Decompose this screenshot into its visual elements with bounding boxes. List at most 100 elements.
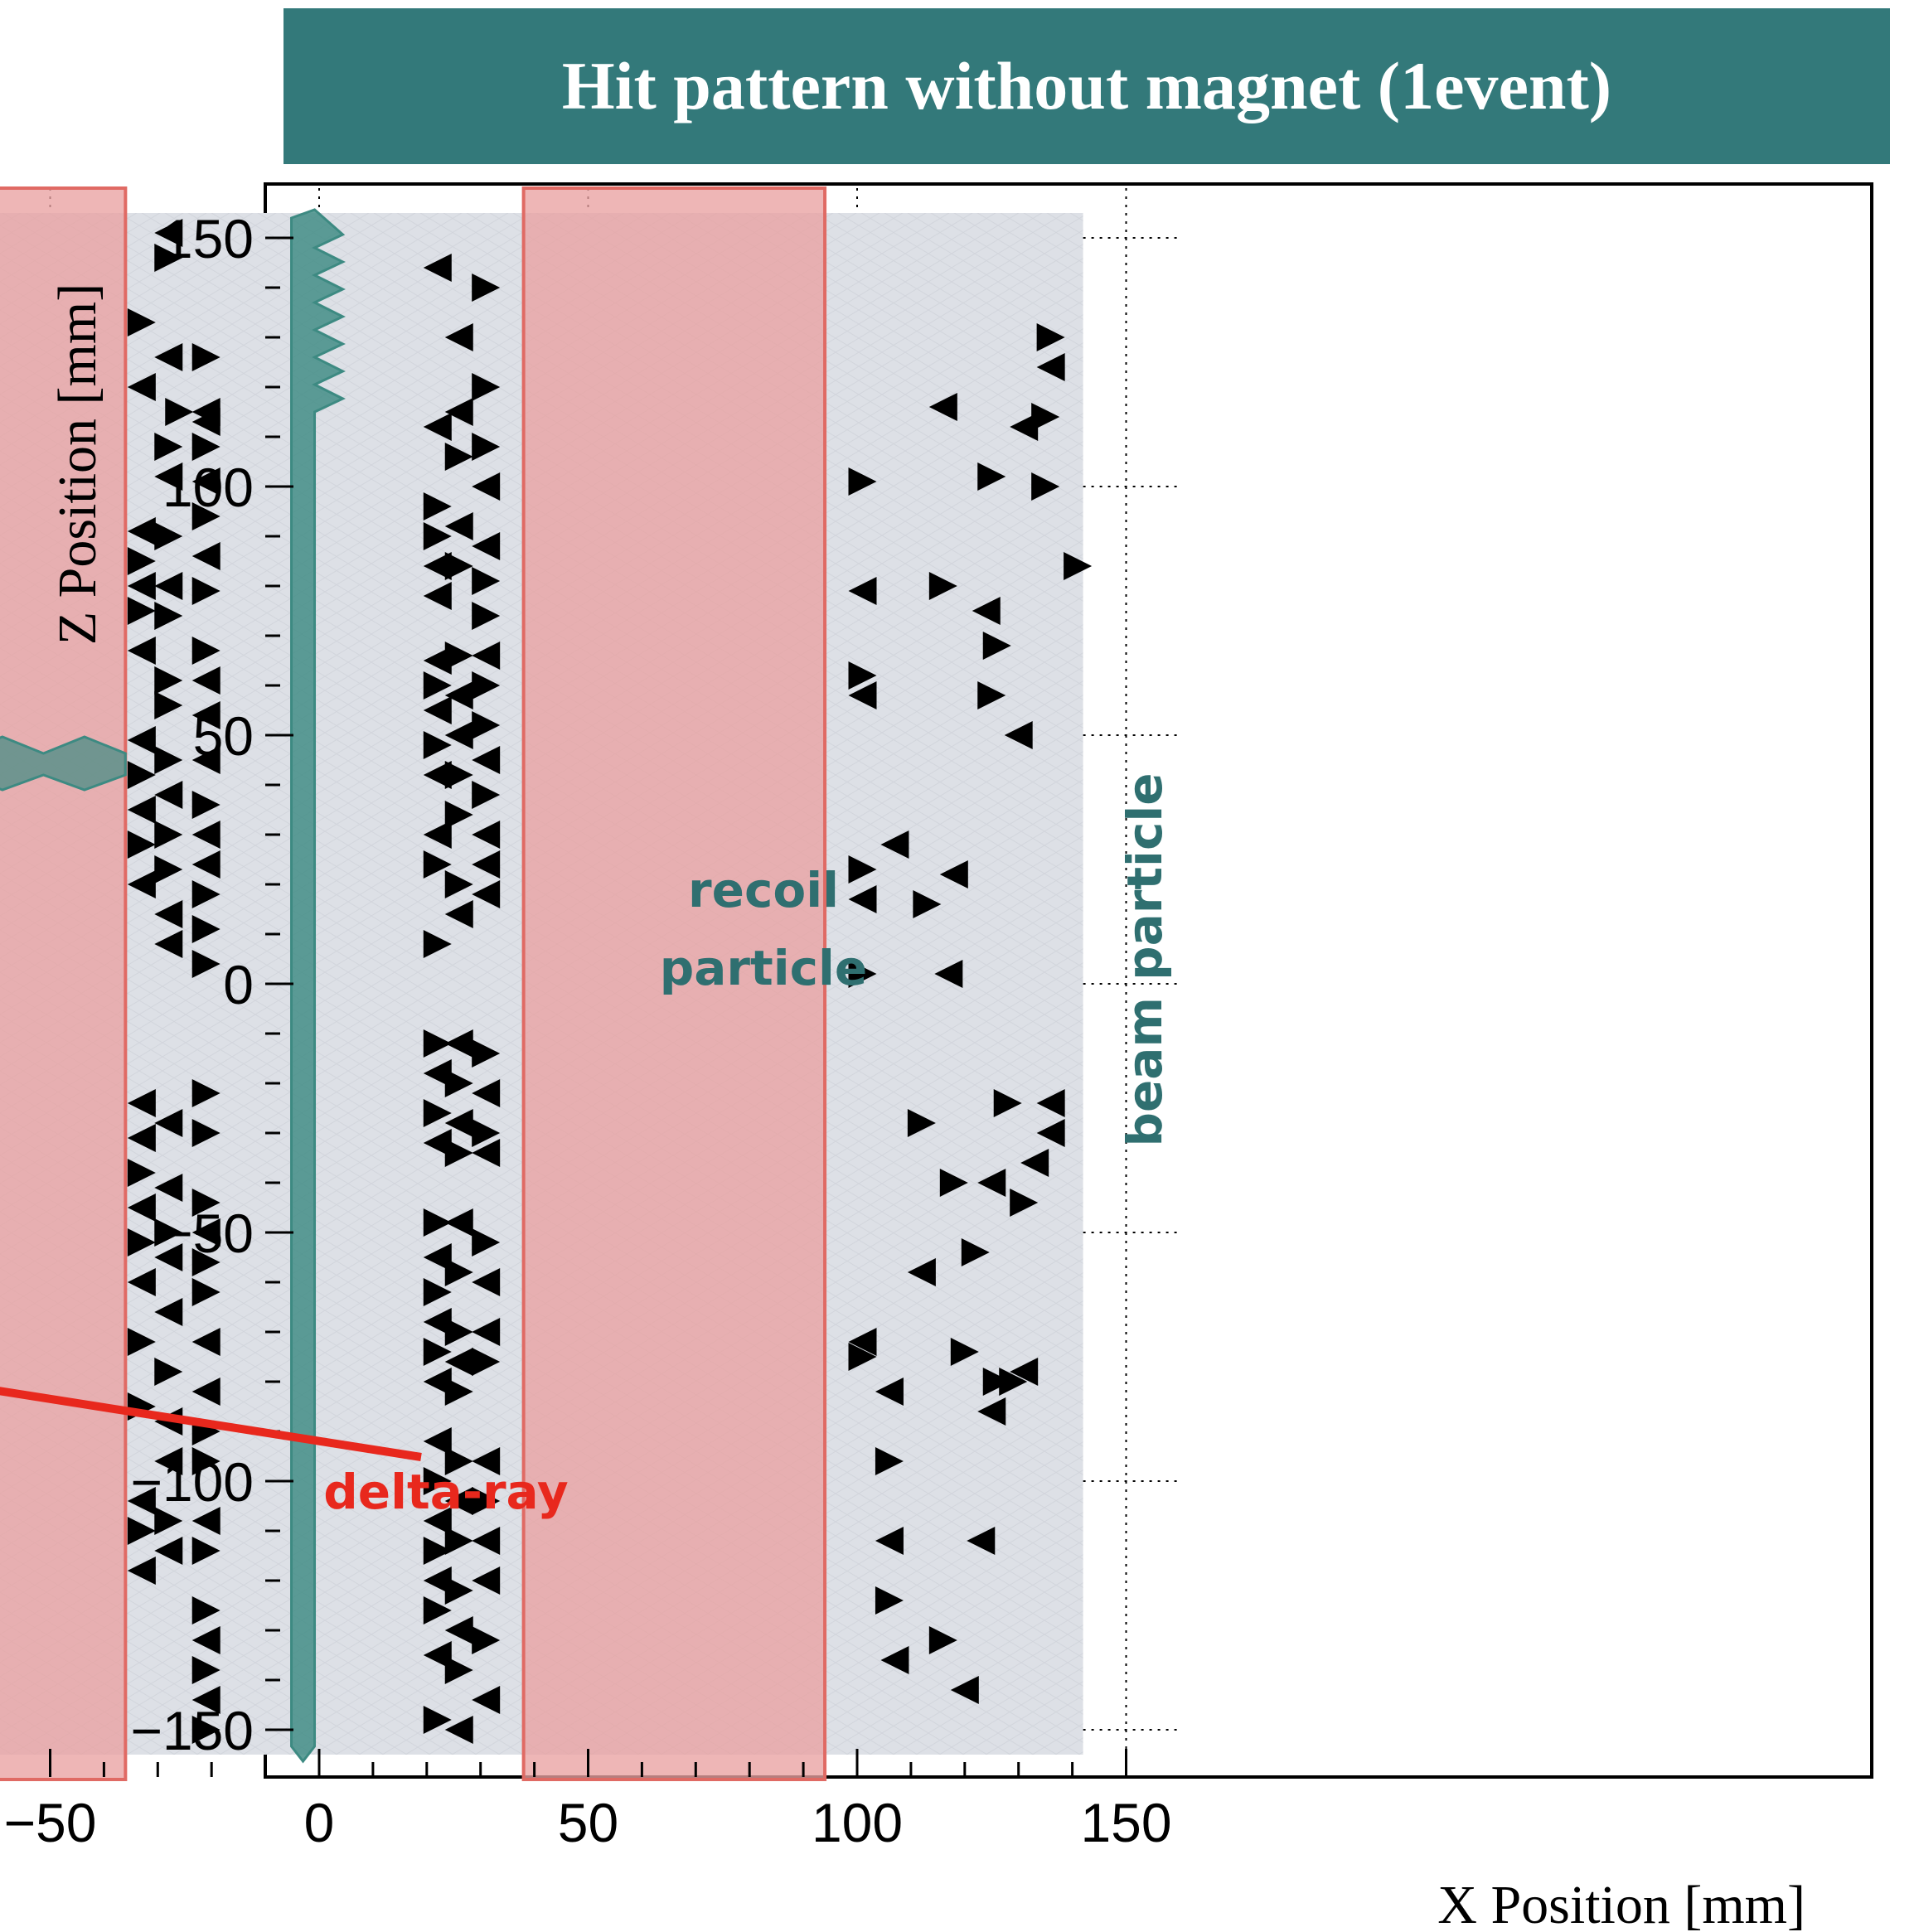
hit-markers [127,219,1093,1744]
hit-marker [880,1646,909,1674]
hit-marker [472,642,501,670]
hit-marker [444,681,473,709]
hit-marker [423,1596,452,1625]
hit-marker [472,1119,501,1147]
hit-marker [191,343,220,371]
hit-marker [848,577,877,605]
recoil-particle-track [0,735,127,792]
y-tick-label: 150 [162,208,254,269]
hit-marker [127,870,156,898]
hit-marker [977,681,1006,709]
x-tick-label: 50 [558,1792,618,1853]
hit-marker [875,1586,904,1615]
y-axis-title: Z Position [mm] [47,283,108,645]
hit-marker [127,761,156,789]
hit-marker [423,1368,452,1396]
x-tick-label: 150 [1080,1792,1171,1853]
hit-marker [472,1268,501,1296]
hit-marker [444,1139,473,1167]
hit-marker [472,532,501,560]
hit-marker [191,1119,220,1147]
hit-marker [848,467,877,496]
hit-marker [191,637,220,665]
hit-marker [191,666,220,695]
hit-marker [423,821,452,849]
hit-marker [444,398,473,426]
hit-marker [967,1527,996,1555]
hit-marker [875,1527,904,1555]
hit-marker [154,666,183,695]
hit-marker [191,1189,220,1217]
hit-marker [848,661,877,690]
hit-marker [423,1641,452,1669]
hit-marker [423,731,452,759]
hit-marker [848,960,877,988]
hit-marker [934,960,963,988]
hit-marker [127,1557,156,1585]
hit-marker [444,1616,473,1644]
beam-label: beam particle [1117,772,1173,1146]
hit-marker [848,681,877,709]
hit-marker [472,671,501,700]
hit-marker [127,726,156,754]
hit-marker [444,721,473,749]
hit-marker [154,433,183,461]
hit-marker [875,1378,904,1406]
hit-marker [191,502,220,530]
hit-marker [1036,1119,1065,1147]
hit-marker [982,632,1011,660]
hit-marker [444,1487,473,1515]
hit-marker [939,1169,968,1197]
hit-marker [977,1397,1006,1426]
hit-marker [1010,413,1039,441]
hit-marker [907,1258,936,1286]
hit-marker [1010,1358,1039,1386]
hit-marker [444,642,473,670]
hit-marker [127,1487,156,1515]
x-tick-label: −50 [4,1792,97,1853]
hit-marker [423,1338,452,1366]
x-tick-label: 0 [304,1792,335,1853]
hit-marker [472,1626,501,1654]
hit-marker [191,1248,220,1276]
hit-marker [950,1676,979,1704]
hit-marker [423,1706,452,1734]
hit-marker [444,1318,473,1346]
x-tick-label: 100 [812,1792,903,1853]
hit-marker [472,1447,501,1475]
hit-marker [472,602,501,630]
hit-marker [423,1566,452,1595]
hit-marker [939,860,968,889]
y-tick-label: 100 [162,457,254,518]
hit-marker [191,1537,220,1565]
hit-marker [127,517,156,545]
hit-marker [127,1089,156,1117]
hit-marker [1020,1149,1049,1177]
hit-marker [154,602,183,630]
hit-marker [154,1447,183,1475]
hit-marker [848,855,877,884]
hit-marker [154,1174,183,1202]
hit-marker [127,1328,156,1356]
recoil-label-line1: recoil [688,862,839,918]
hit-marker [444,1258,473,1286]
hit-marker [191,950,220,978]
hit-marker [154,343,183,371]
hit-marker [154,855,183,884]
hit-marker [472,1139,501,1167]
hit-marker [472,373,501,401]
hit-marker [472,746,501,774]
hit-marker [444,900,473,928]
hit-marker [191,1079,220,1107]
hit-marker [127,1159,156,1187]
y-tick-label: 0 [223,954,254,1015]
hit-marker [154,930,183,958]
hit-marker [191,850,220,879]
hit-marker [444,1656,473,1684]
hit-marker [154,1109,183,1137]
y-tick-label: 50 [193,705,254,767]
hit-marker [444,1716,473,1744]
hit-marker [1036,353,1065,381]
hit-marker [875,1447,904,1475]
hit-marker [423,1278,452,1306]
